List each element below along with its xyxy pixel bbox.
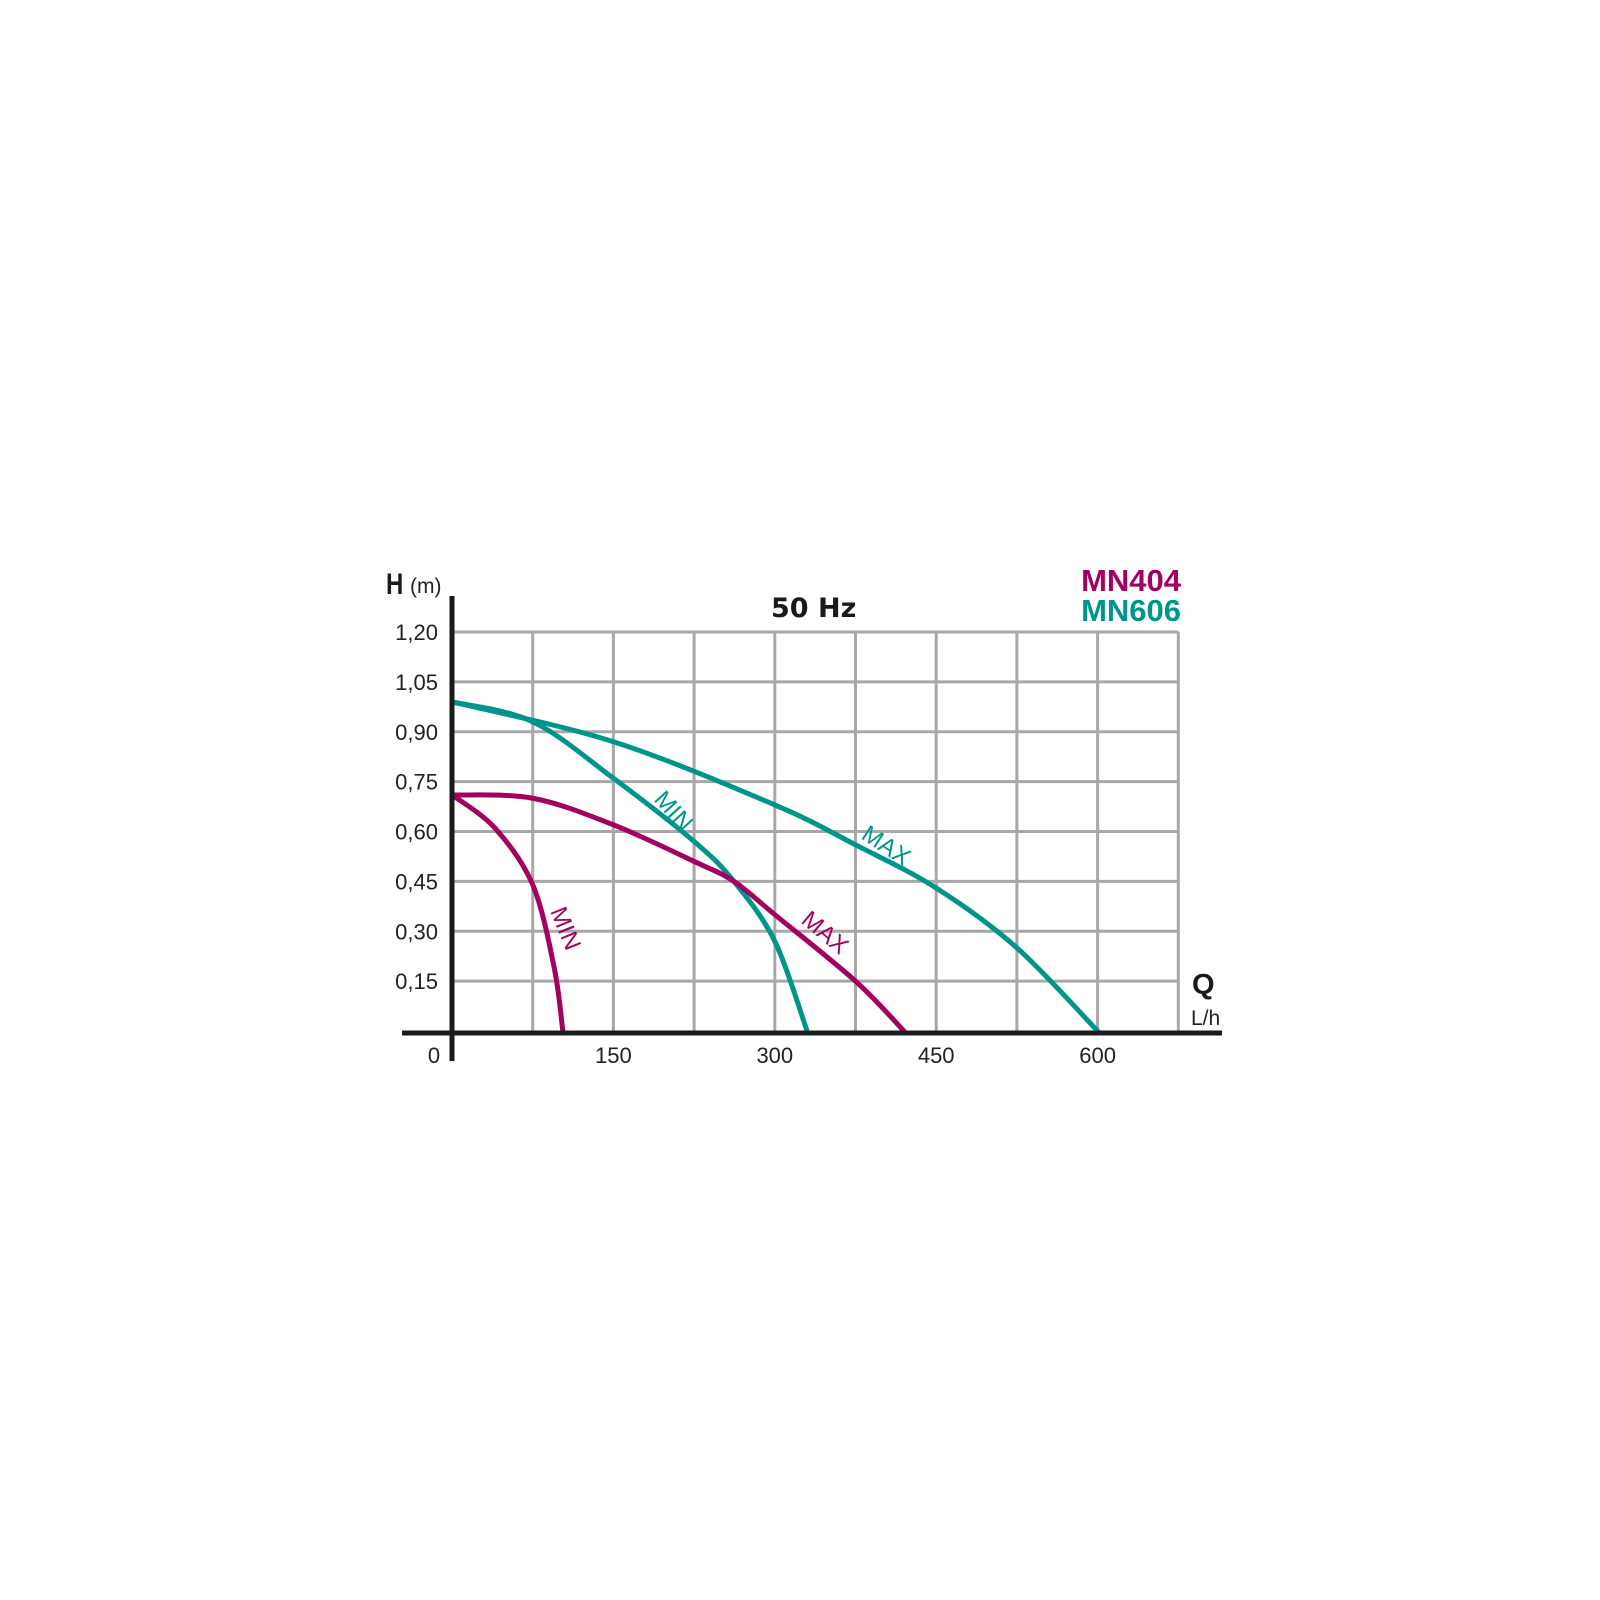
legend-mn404: MN404 [1081, 563, 1182, 598]
y-tick-label: 1,05 [395, 670, 438, 695]
curves [449, 699, 1101, 1034]
axes [402, 596, 1222, 1061]
y-axis-unit: (m) [410, 575, 441, 598]
curve-mn606-min [449, 699, 810, 1034]
y-tick-label: 0,60 [395, 820, 438, 845]
curve-mn404-min [449, 792, 566, 1034]
curve-label-mn606-max: MAX [857, 820, 915, 871]
curve-mn606-max [449, 699, 1101, 1034]
tick-labels: 0 150 300 450 600 0,15 0,30 0,45 0,60 0,75 0,90 1,0… [395, 620, 1116, 1068]
x-axis-unit: L/h [1191, 1007, 1220, 1030]
x-tick-label: 150 [595, 1043, 632, 1068]
x-tick-label: 600 [1079, 1043, 1116, 1068]
x-tick-label: 450 [918, 1043, 955, 1068]
y-tick-label: 0,90 [395, 720, 438, 745]
x-axis-label: Q [1192, 969, 1215, 1001]
curve-mn404-max [449, 792, 907, 1034]
y-tick-label: 0,30 [395, 919, 438, 944]
y-tick-label: 1,20 [395, 620, 438, 645]
y-tick-label: 0,15 [395, 969, 438, 994]
legend-mn606: MN606 [1081, 593, 1181, 628]
x-tick-label: 300 [756, 1043, 793, 1068]
y-tick-label: 0,45 [395, 869, 438, 894]
chart-title: 50 Hz [771, 593, 856, 624]
x-tick-label: 0 [428, 1043, 440, 1068]
y-axis-label: H [386, 566, 403, 600]
grid [452, 630, 1180, 1031]
curve-label-mn606-min: MIN [649, 786, 699, 837]
y-tick-label: 0,75 [395, 770, 438, 795]
